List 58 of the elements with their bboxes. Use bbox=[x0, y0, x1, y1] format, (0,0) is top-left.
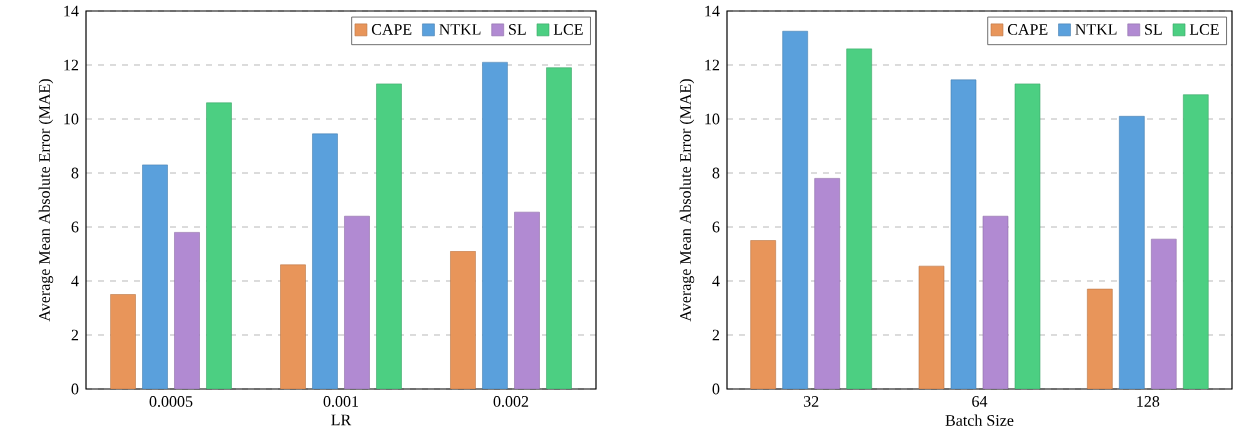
bar bbox=[312, 133, 338, 389]
y-tick-label: 8 bbox=[71, 167, 79, 179]
bar bbox=[982, 215, 1009, 389]
bar bbox=[206, 102, 232, 389]
y-tick-label: 10 bbox=[64, 113, 79, 125]
bar bbox=[450, 251, 476, 389]
x-tick-label: 0.001 bbox=[323, 396, 359, 407]
x-axis-title: Batch Size bbox=[945, 414, 1014, 426]
bar bbox=[1151, 238, 1177, 389]
x-tick-label: 128 bbox=[1137, 396, 1160, 407]
y-tick-label: 4 bbox=[712, 275, 720, 287]
legend-label: LCE bbox=[1189, 24, 1219, 35]
legend-label: SL bbox=[509, 24, 526, 35]
x-tick-label: 0.0005 bbox=[149, 396, 193, 407]
bar bbox=[950, 79, 977, 389]
legend-label: NTKL bbox=[1075, 24, 1117, 35]
bar bbox=[782, 30, 808, 389]
y-tick-label: 12 bbox=[705, 59, 720, 71]
y-axis-title: Average Mean Absolute Error (MAE) bbox=[679, 79, 695, 322]
y-tick-label: 14 bbox=[64, 5, 79, 17]
bar bbox=[142, 164, 168, 389]
bar bbox=[376, 83, 402, 389]
x-tick-label: 32 bbox=[803, 396, 819, 407]
y-tick-label: 14 bbox=[705, 5, 720, 17]
bar bbox=[110, 294, 136, 389]
bar bbox=[814, 178, 840, 389]
legend-label: CAPE bbox=[371, 24, 412, 35]
y-tick-label: 6 bbox=[71, 221, 79, 233]
y-tick-label: 0 bbox=[71, 383, 79, 395]
bar bbox=[280, 264, 306, 389]
bar bbox=[546, 67, 572, 389]
bar bbox=[918, 265, 945, 389]
y-tick-label: 0 bbox=[712, 383, 720, 395]
legend-label: SL bbox=[1145, 24, 1162, 35]
x-tick-label: 0.002 bbox=[493, 396, 529, 407]
bar bbox=[174, 232, 200, 389]
bar bbox=[1119, 116, 1145, 389]
y-tick-label: 2 bbox=[712, 329, 720, 341]
bar bbox=[514, 211, 540, 389]
y-tick-label: 2 bbox=[71, 329, 79, 341]
y-tick-label: 6 bbox=[712, 221, 720, 233]
bar bbox=[1014, 83, 1041, 389]
bar bbox=[750, 240, 776, 389]
bar bbox=[846, 48, 872, 389]
bar bbox=[344, 215, 370, 389]
x-tick-label: 64 bbox=[972, 396, 988, 407]
bar bbox=[1183, 94, 1209, 389]
y-tick-label: 8 bbox=[712, 167, 720, 179]
bar bbox=[482, 62, 508, 389]
y-tick-label: 12 bbox=[64, 59, 79, 71]
legend-label: LCE bbox=[553, 24, 583, 35]
bar bbox=[1087, 288, 1113, 389]
legend-label: CAPE bbox=[1007, 24, 1048, 35]
y-tick-label: 4 bbox=[71, 275, 79, 287]
legend-label: NTKL bbox=[439, 24, 481, 35]
x-axis-title: LR bbox=[331, 414, 352, 426]
y-axis-title: Average Mean Absolute Error (MAE) bbox=[38, 79, 54, 322]
y-tick-label: 10 bbox=[705, 113, 720, 125]
